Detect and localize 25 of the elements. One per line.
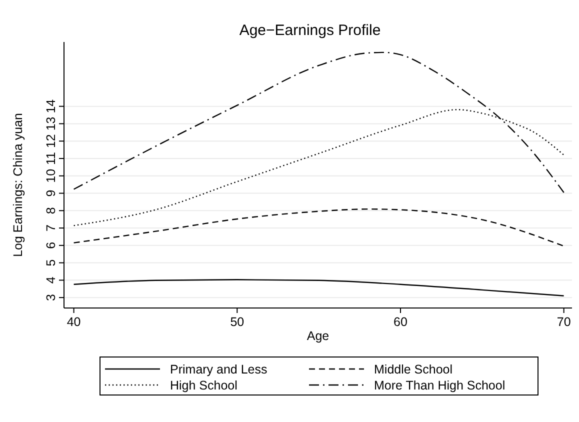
line-series <box>73 208 564 247</box>
legend-label: Primary and Less <box>170 362 268 376</box>
y-tick-label: 13 <box>44 116 58 131</box>
y-tick-label: 5 <box>44 259 58 266</box>
y-tick-label: 9 <box>44 190 58 197</box>
line-series <box>73 279 564 296</box>
y-tick-label: 11 <box>44 152 58 165</box>
y-tick-label: 7 <box>44 224 58 232</box>
y-tick-label: 8 <box>44 207 58 214</box>
y-tick-label: 10 <box>44 168 58 183</box>
y-tick-label: 14 <box>44 99 58 114</box>
x-tick-label: 70 <box>556 315 571 329</box>
y-tick-label: 12 <box>44 134 58 148</box>
legend-label: Middle School <box>374 362 453 376</box>
y-axis-title: Log Earnings: China yuan <box>11 113 25 257</box>
x-tick-label: 60 <box>394 315 408 329</box>
x-tick-label: 50 <box>230 315 244 329</box>
x-tick-label: 40 <box>66 315 81 329</box>
y-tick-label: 3 <box>44 294 58 302</box>
y-tick-label: 6 <box>44 242 58 249</box>
chart-title: Age−Earnings Profile <box>239 22 381 39</box>
y-tick-label: 4 <box>44 276 58 284</box>
legend-label: High School <box>170 378 238 392</box>
legend-label: More Than High School <box>374 378 506 392</box>
x-axis-title: Age <box>306 329 330 343</box>
